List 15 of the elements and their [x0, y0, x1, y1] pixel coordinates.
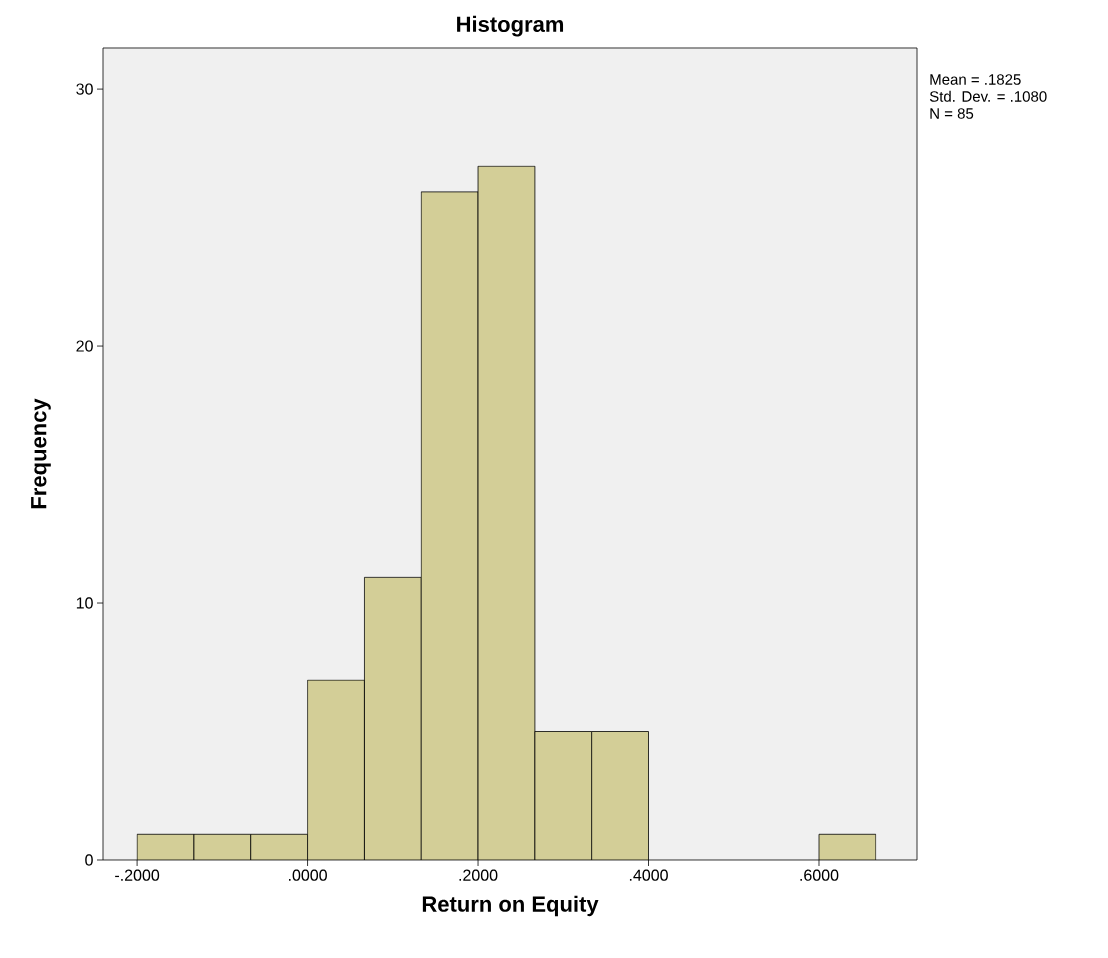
text: N = 85 [930, 108, 974, 119]
text: Mean = .1825 [930, 74, 1021, 85]
x-tick-label: .4000 [629, 869, 668, 881]
y-tick-label: 0 [85, 854, 93, 866]
y-tick-label: 10 [76, 597, 93, 609]
y-tick-label: 20 [76, 340, 93, 352]
chart-title: Histogram [457, 15, 564, 37]
x-tick-label: -.2000 [115, 869, 160, 881]
x-tick-label: .6000 [800, 869, 839, 881]
x-axis-title: Return on Equity [422, 895, 599, 917]
text: Std. Dev. = .1080 [929, 90, 1047, 102]
y-axis-title: Frequency [31, 398, 51, 509]
x-tick-label: .0000 [289, 869, 327, 881]
x-tick-label: .2000 [459, 869, 498, 881]
y-tick-label: 30 [76, 83, 93, 95]
